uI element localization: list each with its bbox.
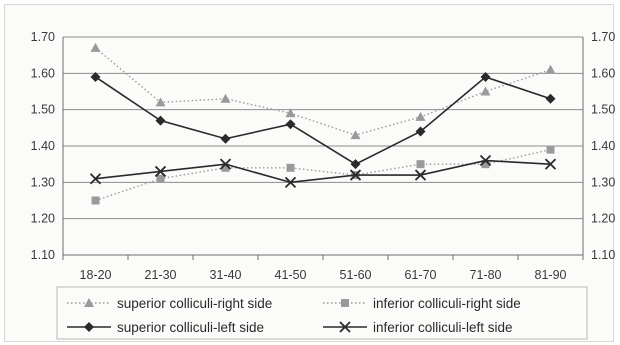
data-point [339,321,351,333]
legend-box [56,286,588,340]
legend-item: inferior colliculi-left side [323,320,513,335]
x-tick-label: 18-20 [80,268,112,282]
y2-tick-label: 1.40 [591,139,615,153]
legend-label: superior colliculi-right side [117,296,272,311]
data-point [415,111,426,121]
series-line [95,76,551,166]
data-point [90,42,101,52]
y-tick-label: 1.70 [31,30,55,44]
y-tick-label: 1.10 [31,248,55,262]
data-point [220,93,231,103]
y2-tick-label: 1.60 [591,66,615,80]
data-point [350,130,361,140]
legend: superior colliculi-right side inferior co… [56,286,588,340]
legend-item: inferior colliculi-right side [323,296,521,311]
data-point [155,97,166,107]
chart-frame: 1.10 1.10 1.20 1.20 1.30 1.30 1.40 1.40 1.50 1.50… [4,4,615,342]
data-point [84,322,94,332]
series-superior-colliculi-left-side [90,71,556,170]
series-line [95,148,551,202]
x-tick-label: 61-70 [405,268,437,282]
x-tick-label: 51-60 [340,268,372,282]
data-point [154,165,167,178]
legend-item: superior colliculi-left side [67,320,264,335]
y2-tick-label: 1.50 [591,103,615,117]
line-chart: 1.10 1.10 1.20 1.20 1.30 1.30 1.40 1.40 1.50 1.50… [31,30,615,340]
y-tick-label: 1.50 [31,103,55,117]
data-point [90,71,101,82]
data-point [91,196,100,205]
y-tick-label: 1.40 [31,139,55,153]
data-point [155,115,166,126]
x-tick-label: 31-40 [210,268,242,282]
x-tick-label: 81-90 [535,268,567,282]
y2-tick-label: 1.30 [591,175,615,189]
y2-tick-label: 1.20 [591,212,615,226]
y-tick-label: 1.20 [31,212,55,226]
data-point [350,159,361,170]
data-point [220,133,231,144]
data-point [479,154,492,167]
data-point [84,298,94,307]
data-point [219,158,232,170]
x-tick-label: 71-80 [470,268,502,282]
axes: 1.10 1.10 1.20 1.20 1.30 1.30 1.40 1.40 1.50 1.50… [31,30,615,282]
legend-label: inferior colliculi-right side [373,296,521,311]
y2-tick-label: 1.70 [591,30,615,44]
legend-item: superior colliculi-right side [67,296,272,311]
gridlines [63,36,583,256]
series-group [89,42,557,205]
data-point [546,145,555,154]
data-point [221,163,230,172]
data-point [341,299,349,307]
data-point [286,163,295,172]
y-tick-label: 1.60 [31,66,55,80]
legend-label: inferior colliculi-left side [373,320,513,335]
series-inferior-colliculi-left-side [89,154,557,188]
data-point [414,169,427,181]
data-point [89,173,102,185]
series-superior-colliculi-right-side [90,42,556,140]
data-point [284,176,297,188]
legend-label: superior colliculi-left side [117,320,264,335]
y2-tick-label: 1.10 [591,248,615,262]
data-point [545,64,556,74]
data-point [545,93,556,104]
data-point [480,86,491,96]
series-inferior-colliculi-right-side [91,145,555,205]
data-point [544,158,557,170]
data-point [156,174,165,183]
data-point [416,160,425,169]
x-tick-label: 41-50 [275,268,307,282]
y-tick-label: 1.30 [31,175,55,189]
series-line [95,159,551,184]
x-tick-label: 21-30 [145,268,177,282]
data-point [480,71,491,82]
data-point [285,119,296,130]
data-point [285,108,296,118]
data-point [349,169,362,181]
data-point [481,160,490,169]
